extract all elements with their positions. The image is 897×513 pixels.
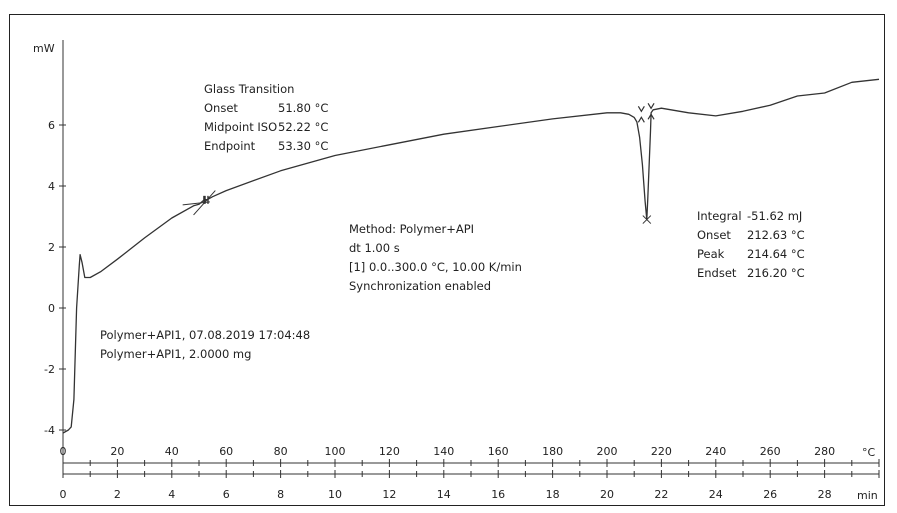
x-time-tick-label: 6 [223, 488, 230, 501]
peak-point-marker [642, 215, 652, 224]
glass-onset-label: Onset [204, 101, 238, 115]
method-annotation: Method: Polymer+API dt 1.00 s [1] 0.0..3… [349, 222, 522, 293]
x-temp-tick-label: 220 [651, 445, 672, 458]
dsc-curve [62, 78, 880, 434]
sample-annotation: Polymer+API1, 07.08.2019 17:04:48 Polyme… [100, 328, 310, 361]
x-time-tick-label: 14 [437, 488, 451, 501]
peak-onset-label: Onset [697, 228, 731, 242]
method-line: dt 1.00 s [349, 241, 400, 255]
y-tick-label: -4 [44, 424, 55, 437]
sample-line: Polymer+API1, 2.0000 mg [100, 347, 251, 361]
x-time-tick-label: 20 [600, 488, 614, 501]
peak-endset-value: 216.20 °C [747, 266, 805, 280]
x-temp-tick-label: 200 [597, 445, 618, 458]
x-time-tick-label: 10 [328, 488, 342, 501]
y-unit-label: mW [33, 42, 55, 55]
glass-endpoint-value: 53.30 °C [278, 139, 328, 153]
x-temp-tick-label: 20 [110, 445, 124, 458]
x-temp-tick-label: 80 [274, 445, 288, 458]
glass-title: Glass Transition [204, 82, 294, 96]
peak-annotation: Integral -51.62 mJ Onset 212.63 °C Peak … [697, 209, 805, 280]
chart-frame [9, 14, 885, 506]
x-temp-tick-label: 180 [542, 445, 563, 458]
y-tick-label: 4 [48, 180, 55, 193]
method-line: Synchronization enabled [349, 279, 491, 293]
peak-limit-marker [647, 113, 655, 120]
peak-limit-marker [647, 102, 655, 110]
y-tick-label: -2 [44, 363, 55, 376]
peak-limit-marker [637, 116, 645, 123]
peak-integral-value: -51.62 mJ [747, 209, 802, 223]
x-time-tick-label: 0 [60, 488, 67, 501]
x-time-tick-label: 28 [818, 488, 832, 501]
method-line: Method: Polymer+API [349, 222, 474, 236]
x-temp-tick-label: 260 [760, 445, 781, 458]
x-time-tick-label: 26 [763, 488, 777, 501]
glass-transition-annotation: Glass Transition Onset 51.80 °C Midpoint… [204, 82, 328, 153]
y-tick-label: 0 [48, 302, 55, 315]
peak-limit-marker [637, 106, 645, 113]
peak-onset-value: 212.63 °C [747, 228, 805, 242]
x-time-tick-label: 12 [382, 488, 396, 501]
x-time-tick-label: 16 [491, 488, 505, 501]
x-temp-tick-label: 40 [165, 445, 179, 458]
glass-onset-value: 51.80 °C [278, 101, 328, 115]
x-time-tick-label: 22 [654, 488, 668, 501]
method-line: [1] 0.0..300.0 °C, 10.00 K/min [349, 260, 522, 274]
x-time-tick-label: 18 [546, 488, 560, 501]
glass-endpoint-label: Endpoint [204, 139, 256, 153]
y-tick-label: 2 [48, 241, 55, 254]
peak-peak-value: 214.64 °C [747, 247, 805, 261]
glass-midpoint-label: Midpoint ISO [204, 120, 277, 134]
x-temp-tick-label: 140 [433, 445, 454, 458]
x-temp-tick-label: 280 [814, 445, 835, 458]
sample-line: Polymer+API1, 07.08.2019 17:04:48 [100, 328, 310, 342]
x-time-tick-label: 4 [168, 488, 175, 501]
x-time-tick-label: 24 [709, 488, 723, 501]
x-temp-tick-label: 100 [325, 445, 346, 458]
x-temp-tick-label: 0 [60, 445, 67, 458]
x-time-tick-label: 8 [277, 488, 284, 501]
glass-midpoint-value: 52.22 °C [278, 120, 328, 134]
x-temp-tick-label: 120 [379, 445, 400, 458]
x-temp-tick-label: 160 [488, 445, 509, 458]
peak-integral-label: Integral [697, 209, 742, 223]
x-time-tick-label: 2 [114, 488, 121, 501]
y-tick-label: 6 [48, 119, 55, 132]
peak-peak-label: Peak [697, 247, 725, 261]
x-temp-tick-label: 60 [219, 445, 233, 458]
x-temp-tick-label: 240 [705, 445, 726, 458]
x-temp-unit-label: °C [862, 446, 876, 459]
x-time-unit-label: min [857, 489, 878, 502]
peak-endset-label: Endset [697, 266, 737, 280]
